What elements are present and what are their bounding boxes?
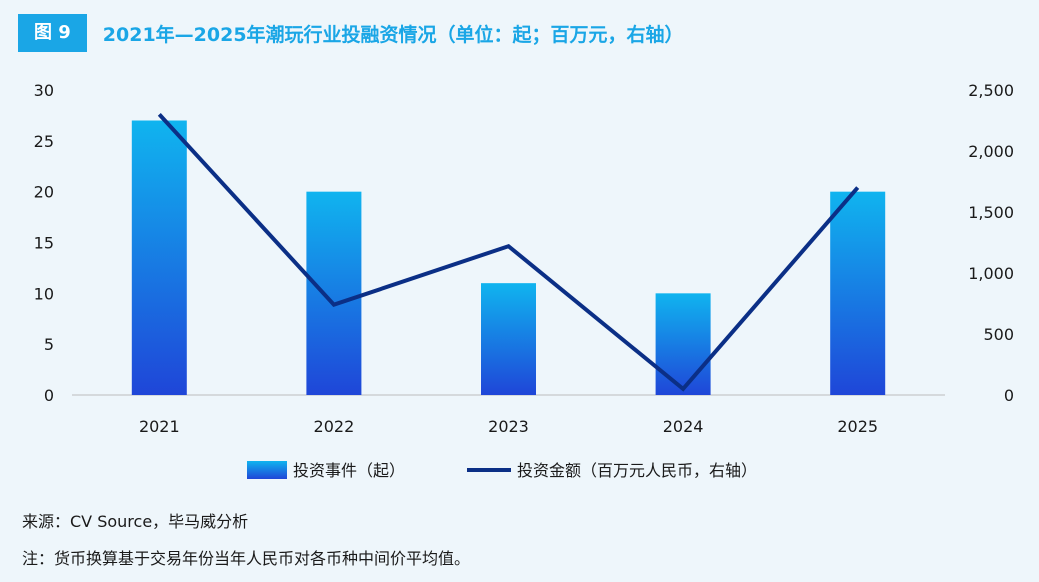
legend-line-label: 投资金额（百万元人民币，右轴） [517, 461, 757, 480]
right-tick-label: 2,500 [968, 81, 1014, 100]
left-tick-label: 15 [34, 234, 54, 253]
left-tick-label: 25 [34, 132, 54, 151]
x-axis-labels: 2021 2022 2023 2024 2025 [139, 417, 878, 436]
legend-bar-label: 投资事件（起） [293, 461, 405, 480]
bar-2022 [306, 191, 362, 395]
right-tick-label: 1,500 [968, 203, 1014, 222]
legend-bar-swatch [247, 461, 287, 479]
chart-title: 2021年—2025年潮玩行业投融资情况（单位：起；百万元，右轴） [102, 23, 684, 46]
left-tick-label: 0 [44, 386, 54, 405]
bar-2023 [481, 283, 536, 395]
line-series [157, 113, 860, 392]
left-tick-label: 10 [34, 284, 54, 303]
footnote: 注：货币换算基于交易年份当年人民币对各币种中间价平均值。 [22, 549, 471, 568]
left-axis: 0 5 10 15 20 25 30 [34, 81, 54, 405]
x-tick-label: 2024 [663, 417, 704, 436]
right-tick-label: 1,000 [968, 264, 1014, 283]
bar-2024 [655, 293, 711, 395]
bar-2025 [830, 191, 886, 395]
source-note: 来源：CV Source，毕马威分析 [22, 512, 249, 531]
figure-label: 图 9 [18, 14, 87, 52]
bar-series [131, 120, 886, 395]
right-tick-label: 0 [1004, 386, 1014, 405]
x-tick-label: 2021 [139, 417, 180, 436]
figure-header: 图 9 2021年—2025年潮玩行业投融资情况（单位：起；百万元，右轴） [18, 14, 684, 52]
right-tick-label: 500 [983, 325, 1014, 344]
left-tick-label: 5 [44, 335, 54, 354]
legend: 投资事件（起） 投资金额（百万元人民币，右轴） [247, 461, 757, 480]
left-tick-label: 20 [34, 183, 54, 202]
right-axis: 0 500 1,000 1,500 2,000 2,500 [968, 81, 1014, 405]
x-tick-label: 2022 [314, 417, 355, 436]
left-tick-label: 30 [34, 81, 54, 100]
x-tick-label: 2025 [837, 417, 878, 436]
x-tick-label: 2023 [488, 417, 529, 436]
right-tick-label: 2,000 [968, 142, 1014, 161]
bar-2021 [131, 120, 187, 395]
